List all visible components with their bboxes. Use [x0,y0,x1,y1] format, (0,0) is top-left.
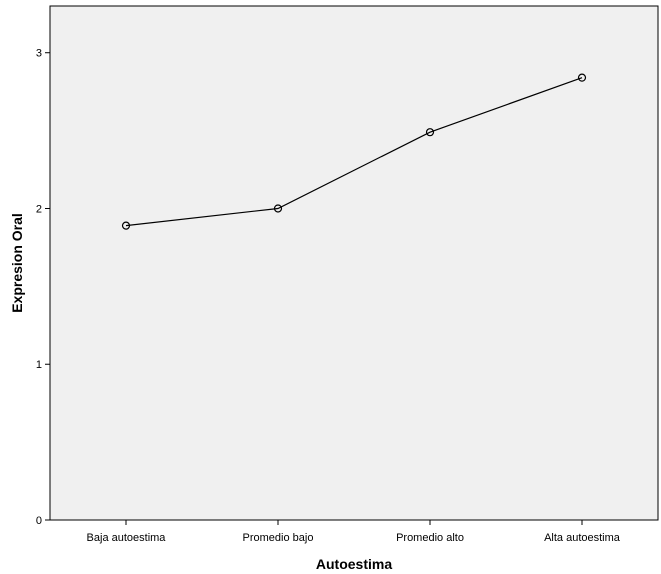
y-tick-label: 0 [36,515,42,527]
y-axis-title: Expresion Oral [9,213,25,313]
x-tick-label: Alta autoestima [544,532,621,544]
x-tick-label: Baja autoestima [87,532,167,544]
x-axis-ticks: Baja autoestima Promedio bajo Promedio alt… [87,520,621,544]
series-line [125,77,583,227]
data-point [577,73,587,82]
plot-area [49,5,659,521]
x-tick-label: Promedio alto [396,532,464,544]
data-point [121,221,131,230]
data-point [273,204,283,213]
data-point [425,128,435,137]
y-tick-label: 3 [36,48,42,60]
y-tick-label: 1 [36,359,42,371]
series-layer [121,73,587,230]
y-axis-ticks: 0 1 2 3 [36,48,50,527]
x-axis-title: Autoestima [316,556,392,572]
x-tick-label: Promedio bajo [243,532,314,544]
y-tick-label: 2 [36,203,42,215]
